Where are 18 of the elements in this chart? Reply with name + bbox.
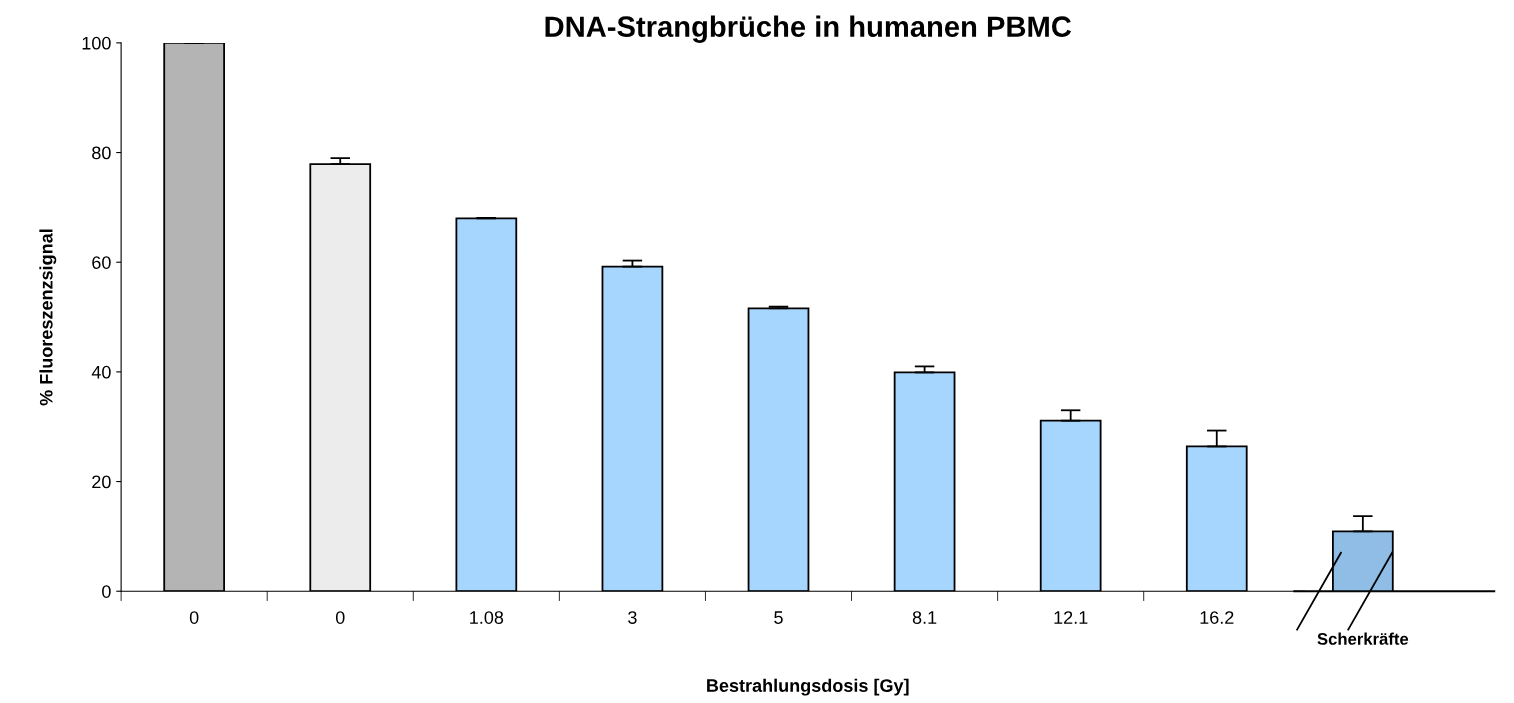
x-axis-title: Bestrahlungsdosis [Gy] — [707, 678, 909, 696]
x-tick-label: 8.1 — [912, 611, 937, 624]
x-tick-label: 5 — [774, 611, 783, 624]
y-tick-label: 0 — [102, 585, 111, 598]
x-tick-label: Scherkräfte — [1317, 632, 1409, 645]
chart-title: DNA-Strangbrüche in humanen PBMC — [545, 15, 1072, 43]
x-tick-label: 16.2 — [1200, 611, 1234, 624]
x-tick-label: 1.08 — [470, 611, 504, 624]
y-tick-label: 20 — [92, 475, 111, 489]
y-tick-label: 60 — [92, 256, 111, 269]
y-tick-label: 40 — [91, 365, 111, 379]
x-tick-label: 12.1 — [1054, 611, 1088, 624]
y-tick-label: 100 — [82, 36, 111, 50]
x-tick-label: 0 — [189, 611, 199, 624]
y-axis-title: % Fluoreszenzsignal — [39, 229, 57, 406]
x-tick-label: 0 — [335, 611, 345, 624]
x-tick-label: 3 — [628, 611, 637, 624]
y-tick-label: 80 — [92, 146, 111, 160]
